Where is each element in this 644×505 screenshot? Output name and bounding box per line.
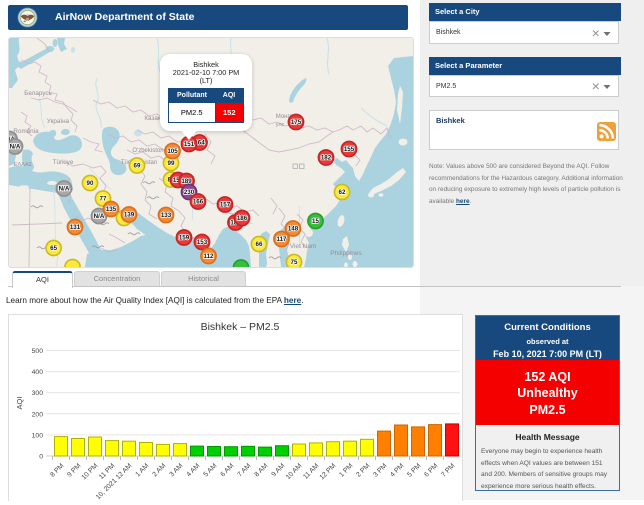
svg-text:151: 151	[184, 141, 195, 148]
svg-text:1 AM: 1 AM	[135, 462, 151, 478]
svg-text:3 AM: 3 AM	[169, 462, 185, 478]
svg-text:AQI: AQI	[15, 397, 24, 410]
svg-text:139: 139	[124, 212, 135, 219]
svg-text:România: România	[13, 128, 39, 135]
svg-text:N/A: N/A	[94, 213, 105, 220]
svg-text:186: 186	[237, 215, 248, 222]
svg-text:4 AM: 4 AM	[186, 462, 202, 478]
svg-text:133: 133	[161, 212, 172, 219]
svg-text:2 PM: 2 PM	[355, 462, 371, 478]
svg-text:Казакстан: Казакстан	[144, 115, 174, 122]
svg-text:Türkiye: Türkiye	[53, 159, 74, 166]
svg-text:300: 300	[32, 390, 44, 397]
svg-text:N/A: N/A	[59, 186, 70, 193]
svg-text:182: 182	[321, 155, 332, 162]
svg-text:7 AM: 7 AM	[237, 462, 253, 478]
svg-text:Україна: Україна	[47, 118, 70, 125]
svg-text:112: 112	[204, 253, 215, 260]
svg-text:6 AM: 6 AM	[220, 462, 236, 478]
svg-text:12 PM: 12 PM	[319, 462, 338, 481]
svg-text:400: 400	[32, 369, 44, 376]
svg-text:0: 0	[39, 454, 43, 461]
svg-text:ΕΛΛΑΣ: ΕΛΛΑΣ	[14, 162, 33, 168]
svg-text:Bishkek – PM2.5: Bishkek – PM2.5	[201, 321, 280, 333]
svg-text:улс: улс	[276, 122, 285, 128]
svg-text:Viet Nam: Viet Nam	[290, 243, 317, 250]
svg-text:4 PM: 4 PM	[389, 462, 405, 478]
svg-text:77: 77	[100, 196, 107, 203]
svg-text:189: 189	[181, 178, 192, 185]
svg-text:Монгол: Монгол	[276, 114, 297, 120]
svg-text:159: 159	[179, 235, 190, 242]
svg-text:15: 15	[312, 218, 319, 225]
svg-text:8 AM: 8 AM	[254, 462, 270, 478]
svg-text:500: 500	[32, 348, 44, 355]
svg-text:7 PM: 7 PM	[440, 462, 456, 478]
svg-text:131: 131	[70, 224, 81, 231]
svg-text:66: 66	[256, 241, 263, 248]
svg-text:Беларусь: Беларусь	[24, 90, 52, 97]
svg-text:5 PM: 5 PM	[406, 462, 422, 478]
svg-text:10 PM: 10 PM	[81, 462, 100, 481]
svg-text:3 PM: 3 PM	[372, 462, 388, 478]
svg-text:100: 100	[32, 432, 44, 439]
svg-text:153: 153	[197, 239, 208, 246]
svg-text:65: 65	[50, 245, 57, 252]
svg-text:Philippines: Philippines	[330, 250, 362, 257]
svg-text:O'zbekiston: O'zbekiston	[132, 148, 163, 154]
svg-text:8 PM: 8 PM	[49, 462, 65, 478]
svg-text:69: 69	[134, 163, 141, 170]
svg-text:105: 105	[167, 148, 178, 155]
svg-text:99: 99	[168, 160, 175, 167]
svg-text:175: 175	[291, 119, 302, 126]
svg-text:6 PM: 6 PM	[423, 462, 439, 478]
svg-text:135: 135	[106, 206, 117, 213]
svg-text:148: 148	[288, 226, 299, 233]
svg-text:5 AM: 5 AM	[203, 462, 219, 478]
svg-text:75: 75	[291, 259, 298, 266]
svg-text:N/A: N/A	[10, 144, 21, 151]
svg-text:164: 164	[194, 140, 205, 147]
svg-text:62: 62	[339, 189, 346, 196]
svg-text:2 AM: 2 AM	[152, 462, 168, 478]
svg-text:90: 90	[87, 180, 94, 187]
svg-text:1 PM: 1 PM	[338, 462, 354, 478]
svg-text:200: 200	[32, 411, 44, 418]
svg-text:166: 166	[193, 199, 204, 206]
svg-text:11 AM: 11 AM	[302, 462, 320, 480]
svg-text:230: 230	[184, 189, 195, 196]
svg-text:157: 157	[220, 202, 231, 209]
svg-text:155: 155	[344, 146, 355, 153]
svg-text:117: 117	[277, 236, 288, 243]
svg-text:10 AM: 10 AM	[285, 462, 304, 481]
